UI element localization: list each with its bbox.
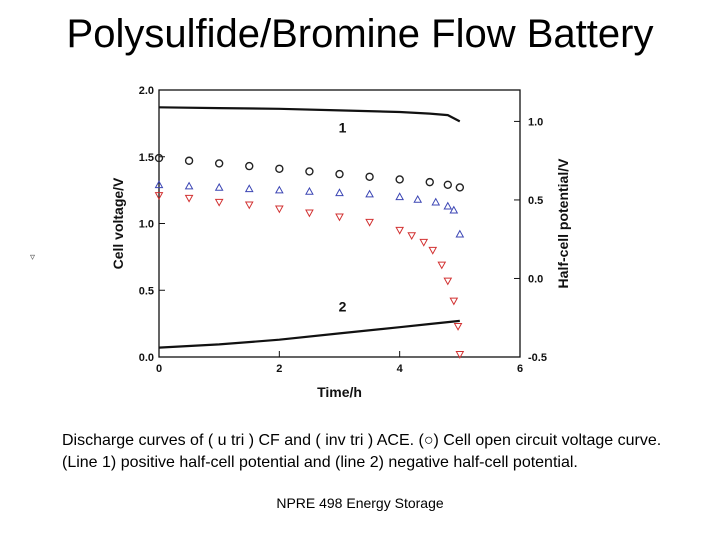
- ocv-point: [214, 159, 224, 168]
- line-1-label: 1: [339, 119, 347, 135]
- y2-tick-label: -0.5: [528, 352, 547, 364]
- ace-point: [428, 246, 438, 255]
- ace-point: [407, 232, 417, 241]
- cf-point: [365, 189, 374, 198]
- stray-triangle-mark: ▿: [30, 252, 36, 263]
- ace-point: [455, 351, 465, 359]
- y-axis-title: Cell voltage/V: [110, 177, 126, 269]
- cf-point: [431, 197, 441, 206]
- cf-point: [305, 186, 314, 195]
- cf-point: [274, 185, 284, 194]
- x-axis-title: Time/h: [317, 384, 362, 400]
- cf-point: [244, 184, 254, 193]
- cf-point: [455, 229, 465, 238]
- cf-point: [154, 180, 164, 189]
- ace-point: [453, 322, 463, 331]
- cf-point: [443, 201, 453, 210]
- x-tick-label: 2: [276, 363, 282, 375]
- y2-tick-label: 0.0: [528, 273, 543, 285]
- slide-title: Polysulfide/Bromine Flow Battery: [66, 12, 654, 56]
- y-tick-label: 1.0: [139, 219, 154, 231]
- ocv-point: [395, 175, 404, 184]
- ocv-point: [443, 180, 452, 189]
- x-tick-label: 6: [517, 363, 523, 375]
- cf-point: [395, 192, 405, 201]
- ace-point: [305, 209, 314, 218]
- cf-point: [335, 188, 344, 197]
- ocv-point: [365, 172, 374, 181]
- ocv-point: [245, 161, 254, 171]
- ace-point: [395, 226, 405, 235]
- ocv-point: [425, 177, 434, 187]
- ocv-point: [305, 167, 314, 176]
- cf-point: [184, 181, 194, 190]
- cf-point: [214, 182, 224, 191]
- y-tick-label: 0.5: [139, 285, 154, 297]
- y-tick-label: 1.5: [139, 152, 154, 164]
- ocv-point: [184, 156, 194, 165]
- y-tick-label: 2.0: [139, 85, 154, 97]
- slide-footer: NPRE 498 Energy Storage: [276, 495, 444, 511]
- ocv-point: [275, 164, 284, 173]
- series-line-5: [158, 319, 460, 349]
- ace-point: [443, 277, 453, 286]
- ace-point: [184, 194, 194, 203]
- ace-point: [244, 201, 254, 210]
- series-line-4: [158, 106, 461, 123]
- y2-tick-label: 1.0: [528, 116, 543, 128]
- ace-point: [365, 218, 374, 227]
- y2-axis-title: Half-cell potential/V: [555, 158, 571, 289]
- ace-point: [274, 205, 284, 214]
- x-tick-label: 4: [397, 363, 404, 375]
- ocv-point: [154, 153, 164, 163]
- x-tick-label: 0: [156, 363, 162, 375]
- ace-point: [214, 198, 224, 207]
- y-tick-label: 0.0: [139, 352, 154, 364]
- cf-point: [449, 205, 459, 214]
- ocv-point: [455, 183, 465, 192]
- ocv-point: [335, 169, 344, 179]
- figure-caption: Discharge curves of ( u tri ) CF and ( i…: [62, 432, 662, 471]
- ace-point: [419, 238, 429, 247]
- ace-point: [335, 213, 344, 222]
- line-2-label: 2: [339, 298, 347, 314]
- ace-point: [449, 297, 459, 306]
- cf-point: [413, 194, 423, 203]
- discharge-chart: 0 2 4 6 0.0 0.5 1.0 1.5 2.0 -0.5 0.0 0.5 1.0 Time/h Ce…: [110, 85, 571, 400]
- ace-point: [437, 261, 447, 270]
- y2-tick-label: 0.5: [528, 195, 543, 207]
- ace-point: [154, 192, 164, 200]
